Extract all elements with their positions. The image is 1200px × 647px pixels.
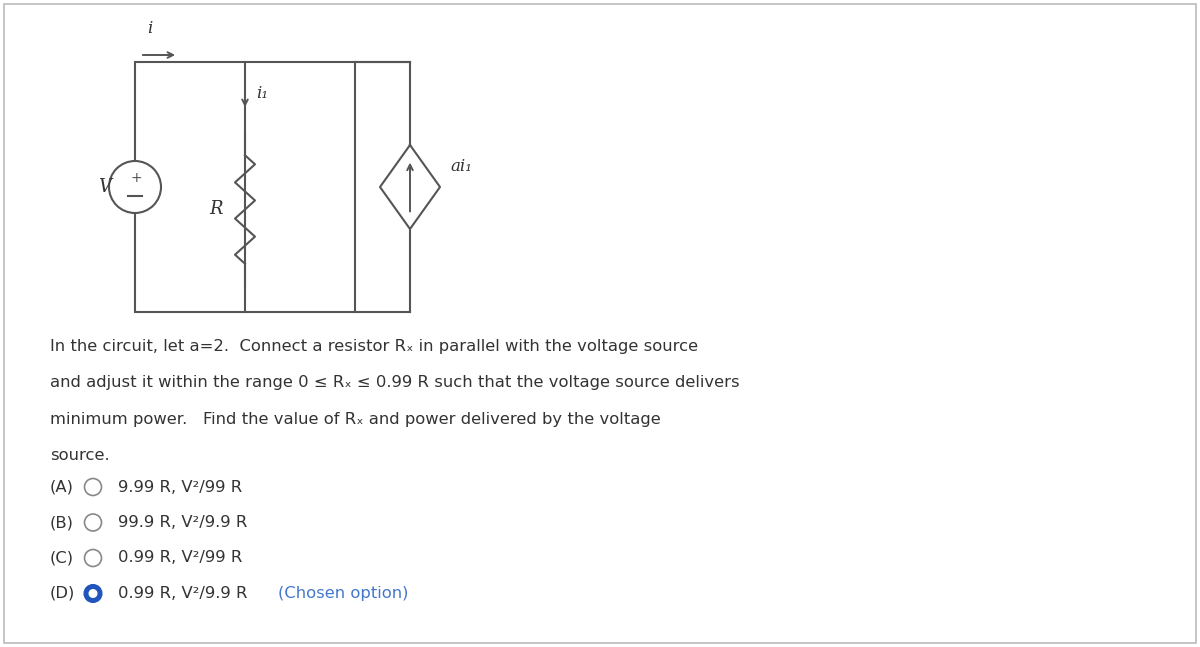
Bar <box>134 62 355 312</box>
Text: (A): (A) <box>50 479 74 494</box>
Text: source.: source. <box>50 448 109 463</box>
Text: 0.99 R, V²/9.9 R: 0.99 R, V²/9.9 R <box>118 586 247 601</box>
Text: i₁: i₁ <box>256 85 268 102</box>
FancyBboxPatch shape <box>4 4 1196 643</box>
Text: (D): (D) <box>50 586 76 601</box>
Text: R: R <box>210 201 223 219</box>
Text: 9.99 R, V²/99 R: 9.99 R, V²/99 R <box>118 479 242 494</box>
Text: ai₁: ai₁ <box>450 157 472 175</box>
Text: In the circuit, let a=2.  Connect a resistor Rₓ in parallel with the voltage sou: In the circuit, let a=2. Connect a resis… <box>50 339 698 354</box>
Polygon shape <box>380 145 440 229</box>
Text: (B): (B) <box>50 515 74 530</box>
Text: V: V <box>98 178 112 196</box>
Text: minimum power.   Find the value of Rₓ and power delivered by the voltage: minimum power. Find the value of Rₓ and … <box>50 412 661 427</box>
Text: 99.9 R, V²/9.9 R: 99.9 R, V²/9.9 R <box>118 515 247 530</box>
Text: 0.99 R, V²/99 R: 0.99 R, V²/99 R <box>118 551 242 565</box>
Text: (Chosen option): (Chosen option) <box>278 586 408 601</box>
Text: and adjust it within the range 0 ≤ Rₓ ≤ 0.99 R such that the voltage source deli: and adjust it within the range 0 ≤ Rₓ ≤ … <box>50 375 739 391</box>
Circle shape <box>89 589 97 597</box>
Text: +: + <box>130 171 142 185</box>
Circle shape <box>109 161 161 213</box>
Circle shape <box>84 585 102 602</box>
Text: i: i <box>148 20 152 37</box>
Text: (C): (C) <box>50 551 74 565</box>
